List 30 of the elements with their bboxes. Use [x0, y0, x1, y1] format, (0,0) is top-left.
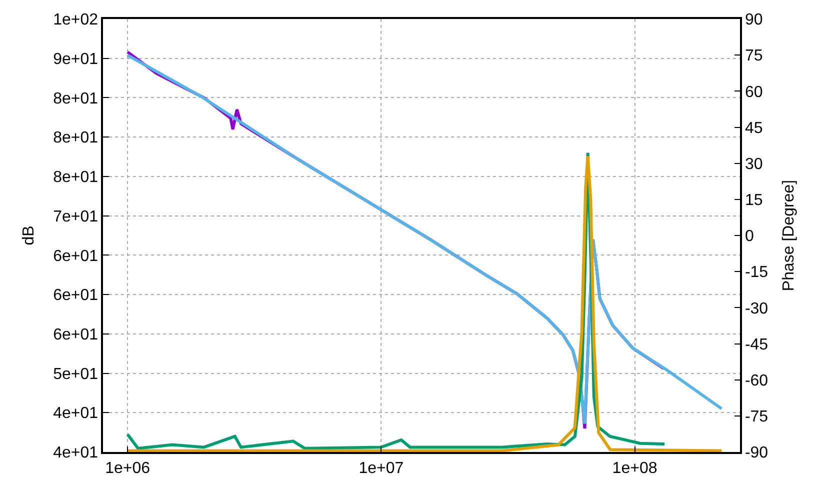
y2-tick-label: 60 [744, 84, 763, 101]
y2-tick-label: 15 [744, 192, 763, 210]
y2-axis-title: Phase [Degree] [780, 180, 798, 292]
y-tick-label: 4e+01 [53, 405, 98, 422]
y2-tick-label: -45 [744, 336, 768, 354]
y-tick-label: 7e+01 [53, 208, 98, 226]
y-tick-label: 9e+01 [53, 50, 98, 68]
y2-tick-label: -75 [744, 408, 768, 426]
y2-tick-label: 30 [744, 156, 763, 173]
y-tick-label: 1e+02 [53, 12, 98, 29]
y2-tick-label: 90 [744, 12, 763, 29]
y-tick-label: 4e+01 [53, 444, 98, 462]
y-tick-label: 5e+01 [53, 366, 98, 383]
y-tick-label: 6e+01 [53, 248, 98, 265]
y-tick-label: 8e+01 [53, 130, 98, 147]
x-tick-label: 1e+08 [612, 460, 658, 477]
y-tick-label: 6e+01 [53, 326, 98, 344]
y-tick-label: 8e+01 [53, 169, 98, 186]
y2-tick-label: 0 [744, 228, 754, 246]
y2-tick-label: 75 [744, 48, 763, 65]
y2-tick-label: -90 [744, 444, 768, 462]
y2-tick-label: 45 [744, 120, 763, 137]
y2-tick-label: -15 [744, 264, 768, 282]
y-tick-label: 8e+01 [53, 90, 98, 108]
y2-tick-label: -60 [744, 372, 768, 390]
x-tick-label: 1e+07 [358, 460, 404, 477]
y-tick-label: 6e+01 [53, 287, 98, 304]
y-axis-title: dB [20, 226, 38, 246]
x-tick-label: 1e+06 [105, 460, 150, 477]
y2-tick-label: -30 [744, 300, 768, 318]
